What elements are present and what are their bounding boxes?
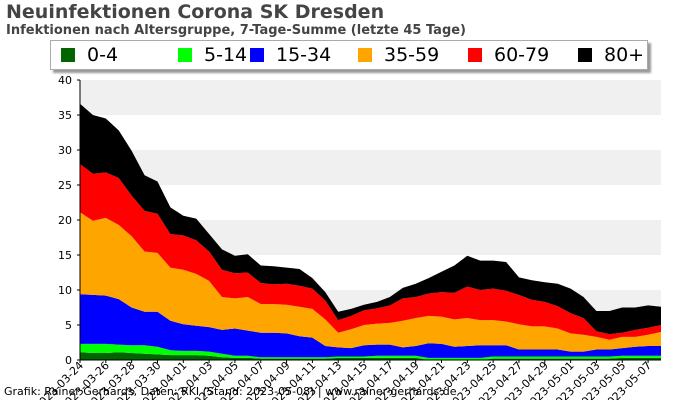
legend-item-80+: 80+: [578, 41, 644, 69]
legend-swatch: [178, 48, 192, 62]
y-tick-label: 25: [58, 179, 72, 192]
legend-swatch: [468, 48, 482, 62]
y-tick-label: 35: [58, 109, 72, 122]
area-series-5-14: [80, 343, 661, 360]
y-tick-label: 30: [58, 144, 72, 157]
chart-legend: 0-4 5-14 15-34 35-59 60-79 80+: [50, 40, 648, 70]
legend-item-35-59: 35-59: [358, 41, 439, 69]
area-series-0-4: [80, 352, 661, 360]
chart-title: Neuinfektionen Corona SK Dresden: [6, 1, 385, 23]
legend-label: 80+: [604, 44, 645, 66]
legend-label: 5-14: [204, 44, 248, 66]
legend-item-0-4: 0-4: [61, 41, 118, 69]
legend-swatch: [61, 48, 75, 62]
legend-label: 60-79: [494, 44, 550, 66]
y-tick-label: 20: [58, 214, 72, 227]
area-series-80+: [80, 103, 661, 335]
legend-item-60-79: 60-79: [468, 41, 549, 69]
legend-label: 35-59: [384, 44, 440, 66]
area-series-15-34: [80, 294, 661, 358]
y-tick-label: 15: [58, 249, 72, 262]
chart-footer: Grafik: Rainer Gerhards, Daten: RKI (Sta…: [4, 385, 457, 398]
area-series-35-59: [80, 212, 661, 352]
grid-band: [80, 80, 661, 115]
y-tick-label: 5: [65, 319, 72, 332]
chart-subtitle: Infektionen nach Altersgruppe, 7-Tage-Su…: [6, 23, 467, 38]
grid-band: [80, 115, 661, 150]
legend-item-15-34: 15-34: [250, 41, 331, 69]
y-tick-label: 40: [58, 74, 72, 87]
grid-band: [80, 150, 661, 185]
legend-swatch: [358, 48, 372, 62]
legend-item-5-14: 5-14: [178, 41, 247, 69]
legend-label: 0-4: [87, 44, 119, 66]
legend-swatch: [578, 48, 592, 62]
y-tick-label: 0: [65, 354, 72, 367]
legend-swatch: [250, 48, 264, 62]
legend-label: 15-34: [276, 44, 332, 66]
area-series-60-79: [80, 164, 661, 340]
y-tick-label: 10: [58, 284, 72, 297]
